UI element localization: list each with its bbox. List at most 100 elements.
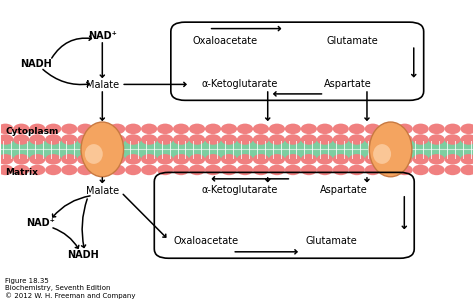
Circle shape (77, 124, 93, 134)
Circle shape (445, 165, 461, 175)
Circle shape (141, 134, 157, 145)
Circle shape (461, 134, 474, 145)
Circle shape (205, 165, 221, 175)
Circle shape (93, 124, 109, 134)
Circle shape (189, 154, 205, 164)
Circle shape (381, 165, 397, 175)
Circle shape (269, 165, 285, 175)
Circle shape (109, 124, 125, 134)
Circle shape (317, 124, 333, 134)
Circle shape (13, 165, 29, 175)
Circle shape (269, 124, 285, 134)
Circle shape (13, 124, 29, 134)
Circle shape (461, 154, 474, 164)
Circle shape (189, 165, 205, 175)
Circle shape (0, 124, 13, 134)
Circle shape (397, 154, 413, 164)
Circle shape (301, 124, 317, 134)
Circle shape (45, 154, 62, 164)
Circle shape (93, 154, 109, 164)
Circle shape (0, 165, 13, 175)
Circle shape (221, 124, 237, 134)
Circle shape (253, 124, 269, 134)
Text: Oxaloacetate: Oxaloacetate (173, 236, 239, 246)
Circle shape (333, 165, 349, 175)
Circle shape (77, 134, 93, 145)
Circle shape (125, 154, 141, 164)
Circle shape (237, 134, 253, 145)
Text: Malate: Malate (86, 186, 119, 197)
Circle shape (29, 165, 46, 175)
Circle shape (349, 134, 365, 145)
Circle shape (333, 134, 349, 145)
Circle shape (428, 165, 445, 175)
Text: NAD⁺: NAD⁺ (27, 218, 55, 228)
Circle shape (445, 134, 461, 145)
Circle shape (285, 134, 301, 145)
Text: α-Ketoglutarate: α-Ketoglutarate (201, 185, 278, 195)
Circle shape (317, 154, 333, 164)
Circle shape (428, 154, 445, 164)
Circle shape (61, 124, 77, 134)
Circle shape (157, 165, 173, 175)
Circle shape (253, 165, 269, 175)
Circle shape (0, 134, 13, 145)
Circle shape (365, 165, 381, 175)
Circle shape (445, 154, 461, 164)
Circle shape (13, 154, 29, 164)
Circle shape (301, 134, 317, 145)
Text: Oxaloacetate: Oxaloacetate (192, 35, 258, 46)
Circle shape (141, 154, 157, 164)
Text: Glutamate: Glutamate (306, 236, 357, 246)
Circle shape (157, 134, 173, 145)
Circle shape (397, 134, 413, 145)
Circle shape (141, 165, 157, 175)
Circle shape (173, 154, 189, 164)
Circle shape (461, 165, 474, 175)
Circle shape (253, 134, 269, 145)
Circle shape (461, 124, 474, 134)
Text: Malate: Malate (86, 80, 119, 90)
Circle shape (397, 165, 413, 175)
Circle shape (93, 165, 109, 175)
Circle shape (61, 134, 77, 145)
Circle shape (109, 134, 125, 145)
Text: Aspartate: Aspartate (324, 79, 372, 89)
Circle shape (237, 154, 253, 164)
Circle shape (157, 124, 173, 134)
Circle shape (93, 134, 109, 145)
Circle shape (285, 165, 301, 175)
Circle shape (285, 154, 301, 164)
Circle shape (77, 154, 93, 164)
Circle shape (428, 134, 445, 145)
Circle shape (205, 134, 221, 145)
Ellipse shape (81, 122, 124, 177)
Circle shape (45, 134, 62, 145)
Circle shape (381, 154, 397, 164)
Circle shape (349, 165, 365, 175)
Circle shape (45, 124, 62, 134)
Text: NADH: NADH (67, 250, 99, 260)
Circle shape (0, 154, 13, 164)
Circle shape (349, 154, 365, 164)
Circle shape (412, 124, 429, 134)
Circle shape (253, 154, 269, 164)
Circle shape (301, 154, 317, 164)
Circle shape (205, 154, 221, 164)
Circle shape (381, 134, 397, 145)
Circle shape (109, 165, 125, 175)
Circle shape (157, 154, 173, 164)
Circle shape (29, 154, 46, 164)
Circle shape (365, 154, 381, 164)
Circle shape (237, 165, 253, 175)
Circle shape (237, 124, 253, 134)
Circle shape (301, 165, 317, 175)
Circle shape (285, 124, 301, 134)
Circle shape (125, 165, 141, 175)
Text: Aspartate: Aspartate (319, 185, 367, 195)
Ellipse shape (85, 144, 103, 164)
Circle shape (189, 124, 205, 134)
Circle shape (412, 154, 429, 164)
Circle shape (173, 124, 189, 134)
Circle shape (13, 134, 29, 145)
